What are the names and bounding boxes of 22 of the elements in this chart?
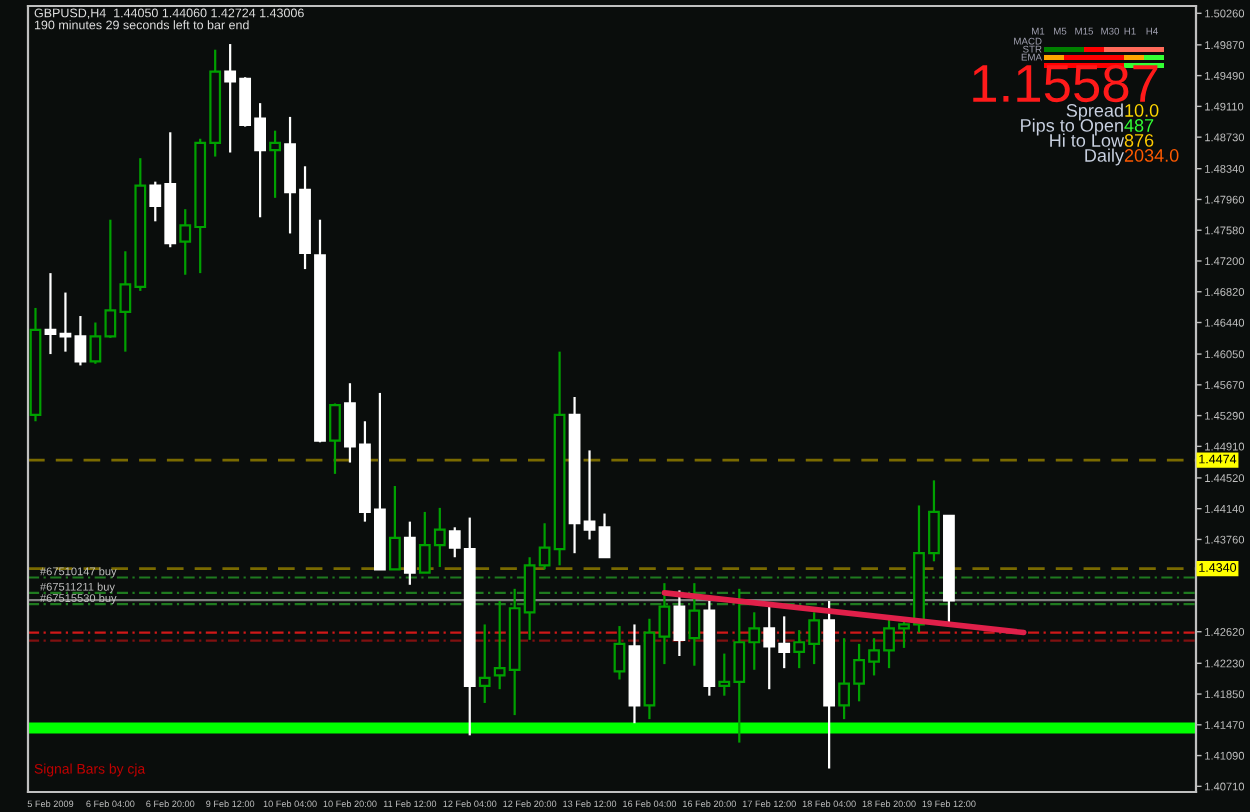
annotation: Daily [1085,148,1124,166]
annotation: 487 [1124,119,1154,132]
candlestick [388,484,401,571]
annotation: 10.0 [1125,104,1159,117]
annotation: Spread [1066,103,1123,121]
annotation: Hi to Low [1050,133,1125,147]
candlestick [329,402,341,475]
candlestick [613,624,626,681]
candlestick [583,449,596,541]
candlestick [44,272,57,356]
annotation: 876 [1124,134,1154,147]
annotation: 1.15587 [973,64,1158,103]
candlestick [478,623,491,705]
candlestick [688,582,701,667]
candlestick [598,512,611,559]
annotation: 2034.0 [1124,149,1179,162]
candlestick [673,589,686,658]
candlestick [269,129,281,199]
candlestick [403,520,416,586]
candlestick [658,582,671,666]
annotation: Pips to Open [1021,118,1123,136]
candlestick [74,314,87,367]
